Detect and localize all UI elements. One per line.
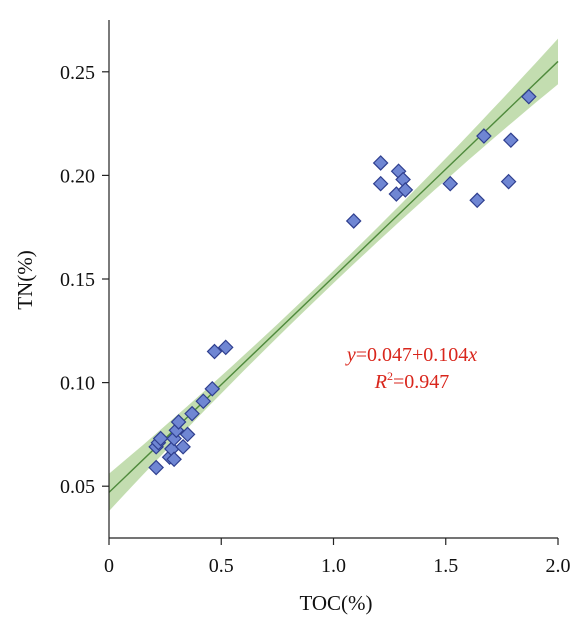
data-point	[170, 414, 187, 430]
y-tick-label: 0.15	[60, 269, 95, 291]
data-point	[166, 451, 182, 468]
r-squared-symbol: R	[374, 371, 387, 393]
data-point	[500, 173, 517, 190]
confidence-band-group	[109, 38, 558, 512]
regression-equation: y=0.047+0.104x	[345, 344, 477, 366]
x-tick-label: 1.0	[321, 555, 346, 577]
data-point	[469, 192, 486, 209]
r-squared-superscript: 2	[387, 369, 393, 383]
r-squared-value: =0.947	[393, 371, 449, 393]
data-points	[148, 88, 537, 476]
y-axis-ticks: 0.05 0.10 0.15 0.20 0.25	[60, 62, 109, 498]
x-tick-label: 0	[104, 555, 114, 577]
data-point	[217, 339, 234, 356]
data-point	[204, 380, 221, 397]
data-point	[372, 175, 389, 192]
r-squared-label: R2=0.947	[374, 369, 450, 393]
data-point	[206, 343, 223, 360]
data-point	[148, 459, 164, 476]
equation-y-symbol: y	[345, 344, 356, 366]
y-tick-label: 0.20	[60, 165, 95, 187]
data-point	[179, 426, 196, 443]
x-tick-label: 1.5	[433, 555, 458, 577]
y-tick-label: 0.25	[60, 62, 95, 84]
x-tick-label: 2.0	[546, 555, 571, 577]
equation-x-symbol: x	[467, 344, 477, 366]
equation-coefficients: =0.047+0.104	[356, 344, 469, 366]
x-axis-ticks: 0 0.5 1.0 1.5 2.0	[104, 538, 571, 577]
data-point	[476, 128, 492, 144]
data-point	[152, 430, 169, 447]
data-point	[503, 132, 519, 149]
data-point	[520, 88, 537, 105]
data-point	[345, 213, 362, 229]
data-point	[372, 155, 389, 171]
data-point	[175, 438, 191, 455]
x-axis-title: TOC(%)	[299, 591, 372, 615]
data-point	[397, 182, 414, 198]
x-tick-label: 0.5	[209, 555, 234, 577]
y-tick-label: 0.05	[60, 476, 95, 498]
y-tick-label: 0.10	[60, 373, 95, 395]
data-point	[442, 175, 459, 192]
data-point	[184, 405, 200, 422]
confidence-band	[109, 38, 558, 512]
data-point	[195, 393, 212, 410]
y-axis-title: TN(%)	[13, 250, 37, 309]
